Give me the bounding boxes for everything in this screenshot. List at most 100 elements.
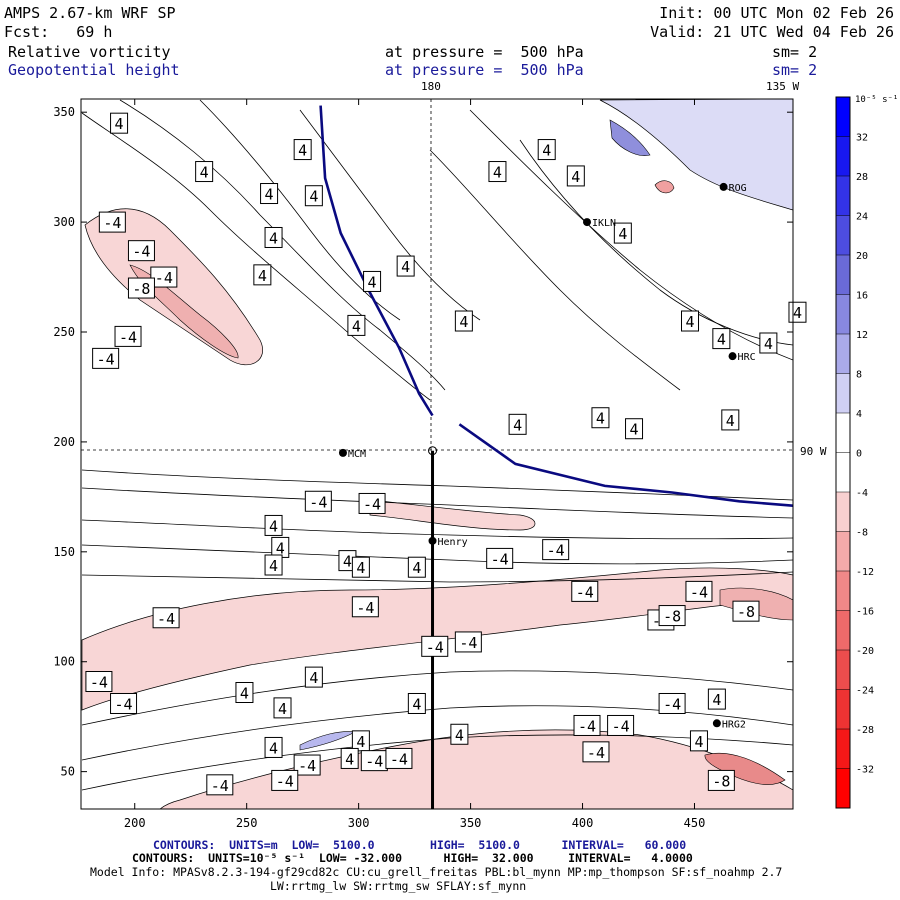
colorbar-tick-label: -28	[856, 725, 874, 736]
contour-label-negative: -4	[90, 674, 108, 692]
station-label: HRC	[738, 352, 756, 363]
contour-label-positive: 4	[401, 258, 410, 276]
contour-label-positive: 4	[571, 168, 580, 186]
contour-label-negative-box	[454, 631, 482, 653]
contour-label-negative: -4	[365, 753, 383, 771]
colorbar-tick-label: -8	[856, 528, 868, 539]
contour-label-negative: -4	[547, 542, 565, 560]
lon-label-135w: 135 W	[766, 80, 800, 93]
contour-label-positive-box	[712, 328, 731, 350]
pos-region-northeast	[599, 99, 793, 211]
contour-label-positive: 4	[596, 410, 605, 428]
contour-label-negative-box	[685, 580, 713, 602]
colorbar-tick-label: 16	[856, 291, 868, 302]
y-tick-label: 50	[61, 765, 75, 779]
contour-label-positive-box	[689, 730, 708, 752]
height-contour-label: 5100	[0, 0, 39, 4]
contour-label-positive: 4	[513, 416, 522, 434]
contour-label-positive: 4	[278, 700, 287, 718]
contour-label-positive: 4	[200, 164, 209, 182]
contour-label-positive-box	[195, 161, 214, 183]
contour-label-negative-box	[542, 539, 570, 561]
contour-line	[81, 469, 793, 501]
contour-label-negative-box	[658, 692, 686, 714]
contour-label-positive-box	[537, 139, 556, 161]
colorbar-tick-label: -20	[856, 646, 874, 657]
contour-label-negative: -4	[612, 717, 630, 735]
contour-label-negative-box	[127, 240, 155, 262]
station-label: Henry	[438, 537, 468, 548]
forecast-hour: Fcst: 69 h	[4, 23, 113, 41]
contour-line	[199, 99, 401, 321]
colorbar-segment	[836, 97, 850, 137]
contour-label-strong: -8	[663, 608, 681, 626]
contour-label-positive-box	[488, 161, 507, 183]
colorbar-tick-label: 20	[856, 251, 868, 262]
contour-label-negative: -4	[298, 757, 316, 775]
colorbar-segment	[836, 334, 850, 374]
contour-label-positive: 4	[793, 304, 802, 322]
colorbar-segment	[836, 452, 850, 493]
contour-label-positive-box	[613, 222, 632, 244]
contour-label-positive: 4	[630, 421, 639, 439]
station-marker	[712, 719, 721, 728]
contour-label-positive: 4	[618, 225, 627, 243]
contour-label-negative-box	[98, 211, 126, 233]
colorbar-segment	[836, 571, 850, 611]
contour-line	[81, 670, 793, 726]
contour-label-positive-box	[721, 409, 740, 431]
contour-label-positive: 4	[115, 115, 124, 133]
smoothing-2: sm= 2	[772, 61, 818, 79]
contour-label-negative: -4	[390, 750, 408, 768]
contour-label-positive: 4	[269, 229, 278, 247]
contour-label-negative-box	[571, 580, 599, 602]
contour-label-negative-box	[152, 607, 180, 629]
colorbar-tick-label: 28	[856, 172, 868, 183]
pressure-level-1: at pressure = 500 hPa	[385, 43, 584, 61]
station-label: MCM	[348, 449, 366, 460]
contour-label-positive-box	[235, 681, 254, 703]
neg-band-south-strong	[704, 752, 786, 785]
station-marker	[338, 448, 347, 457]
contour-label-positive: 4	[712, 691, 721, 709]
contour-label-positive-box	[407, 692, 426, 714]
contour-label-positive: 4	[493, 164, 502, 182]
contour-label-negative-box	[421, 635, 449, 657]
contour-label-positive: 4	[269, 557, 278, 575]
contour-label-negative: -4	[578, 717, 596, 735]
contour-label-negative: -4	[157, 610, 175, 628]
contour-label-negative: -4	[103, 214, 121, 232]
contour-label-positive: 4	[269, 739, 278, 757]
contour-label-positive: 4	[717, 331, 726, 349]
contour-label-positive-box	[293, 139, 312, 161]
contour-label-positive-box	[110, 112, 129, 134]
colorbar-tick-label: 32	[856, 133, 868, 144]
contour-label-negative: -4	[576, 583, 594, 601]
contour-label-positive-box	[566, 165, 585, 187]
contour-line	[81, 519, 793, 540]
height-contour-5100	[319, 105, 434, 417]
lon-label-90w: 90 W	[800, 445, 827, 458]
field-height-label: Geopotential height	[8, 61, 180, 79]
station-label: HRG2	[722, 719, 746, 730]
smoothing-1: sm= 2	[772, 43, 818, 61]
contour-label-positive: 4	[542, 142, 551, 160]
contour-label-negative: -4	[155, 269, 173, 287]
x-tick-label: 250	[236, 816, 258, 830]
colorbar-segment	[836, 768, 850, 809]
x-tick-label: 300	[348, 816, 370, 830]
contour-label-strong-box	[732, 600, 760, 622]
y-tick-label: 300	[53, 215, 75, 229]
colorbar-segment	[836, 413, 850, 453]
neg-band-mid	[369, 499, 536, 531]
contour-label-positive-box	[264, 226, 283, 248]
contour-label-negative: -4	[211, 777, 229, 795]
physics-info: LW:rrtmg_lw SW:rrtmg_sw SFLAY:sf_mynn	[270, 879, 527, 893]
contour-label-positive: 4	[764, 335, 773, 353]
contour-label-positive: 4	[298, 142, 307, 160]
colorbar-tick-label: -16	[856, 607, 874, 618]
contour-label-strong: -8	[132, 280, 150, 298]
contour-label-positive: 4	[412, 559, 421, 577]
neg-band-west-strong	[129, 264, 239, 359]
